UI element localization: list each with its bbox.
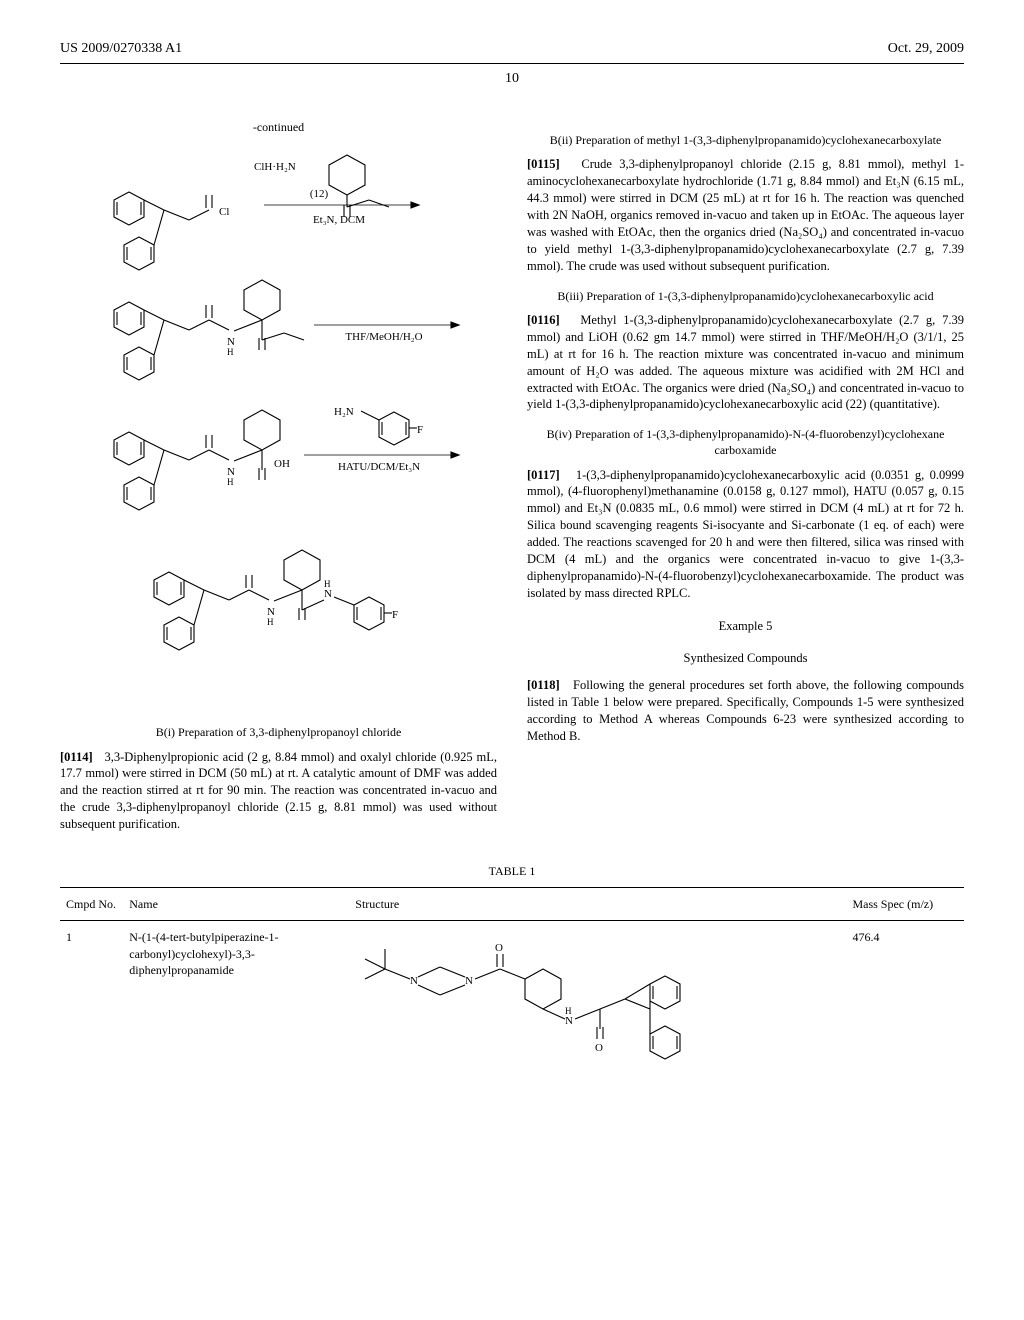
left-column: -continued Cl ClH·H₂N <box>60 119 497 843</box>
compound-1-structure: N N O N <box>355 929 775 1079</box>
para-0118: [0118] Following the general procedures … <box>527 677 964 745</box>
col-name: Name <box>123 888 349 921</box>
table-caption: TABLE 1 <box>60 863 964 879</box>
para-0116: [0116] Methyl 1-(3,3-diphenylpropanamido… <box>527 312 964 413</box>
svg-text:THF/MeOH/H₂O: THF/MeOH/H₂O <box>345 331 422 343</box>
section-biv-heading: B(iv) Preparation of 1-(3,3-diphenylprop… <box>527 427 964 458</box>
table-header-row: Cmpd No. Name Structure Mass Spec (m/z) <box>60 888 964 921</box>
svg-text:N: N <box>565 1015 573 1027</box>
section-bii-heading: B(ii) Preparation of methyl 1-(3,3-diphe… <box>527 133 964 149</box>
svg-text:Et₃N, DCM: Et₃N, DCM <box>312 214 364 226</box>
para-text: Following the general procedures set for… <box>527 678 964 743</box>
header-right: Oct. 29, 2009 <box>888 40 964 59</box>
para-text: 3,3-Diphenylpropionic acid (2 g, 8.84 mm… <box>60 750 497 832</box>
two-column-layout: -continued Cl ClH·H₂N <box>60 119 964 843</box>
reaction-scheme: Cl ClH·H₂N (12) Et₃N, DCM <box>60 145 497 705</box>
svg-text:(12): (12) <box>309 188 328 200</box>
table-row: 1 N-(1-(4-tert-butylpiperazine-1-carbony… <box>60 921 964 1092</box>
example5-subheading: Synthesized Compounds <box>527 650 964 667</box>
svg-text:H₂N: H₂N <box>334 406 354 418</box>
svg-text:O: O <box>495 942 503 954</box>
svg-text:F: F <box>392 609 398 621</box>
cell-structure: N N O N <box>349 921 846 1092</box>
cell-mass: 476.4 <box>846 921 964 1092</box>
para-num: [0118] <box>527 678 560 692</box>
para-0115: [0115] Crude 3,3-diphenylpropanoyl chlor… <box>527 156 964 274</box>
svg-text:H: H <box>227 477 234 487</box>
svg-text:HATU/DCM/Et₃N: HATU/DCM/Et₃N <box>337 461 419 473</box>
para-0114: [0114] 3,3-Diphenylpropionic acid (2 g, … <box>60 749 497 833</box>
svg-text:O: O <box>595 1042 603 1054</box>
para-text: 1-(3,3-diphenylpropanamido)cyclohexaneca… <box>527 468 964 600</box>
para-num: [0116] <box>527 313 560 327</box>
col-cmpd-no: Cmpd No. <box>60 888 123 921</box>
svg-text:H: H <box>324 579 331 589</box>
section-biii-heading: B(iii) Preparation of 1-(3,3-diphenylpro… <box>527 289 964 305</box>
scheme-svg: Cl ClH·H₂N (12) Et₃N, DCM <box>79 145 479 705</box>
page-number: 10 <box>60 70 964 89</box>
svg-text:Cl: Cl <box>219 206 229 218</box>
svg-text:H: H <box>227 347 234 357</box>
para-num: [0117] <box>527 468 560 482</box>
svg-text:N: N <box>410 975 418 987</box>
page-header: US 2009/0270338 A1 Oct. 29, 2009 <box>60 40 964 64</box>
right-column: B(ii) Preparation of methyl 1-(3,3-diphe… <box>527 119 964 843</box>
col-mass: Mass Spec (m/z) <box>846 888 964 921</box>
para-text: Crude 3,3-diphenylpropanoyl chloride (2.… <box>527 157 964 272</box>
compounds-table: Cmpd No. Name Structure Mass Spec (m/z) … <box>60 887 964 1091</box>
svg-text:N: N <box>465 975 473 987</box>
svg-text:ClH·H₂N: ClH·H₂N <box>254 161 296 173</box>
svg-text:N: N <box>324 588 332 600</box>
svg-text:H: H <box>267 617 274 627</box>
para-num: [0115] <box>527 157 560 171</box>
para-text: Methyl 1-(3,3-diphenylpropanamido)cycloh… <box>527 313 964 411</box>
cell-no: 1 <box>60 921 123 1092</box>
col-structure: Structure <box>349 888 846 921</box>
cell-name: N-(1-(4-tert-butylpiperazine-1-carbonyl)… <box>123 921 349 1092</box>
header-left: US 2009/0270338 A1 <box>60 40 182 59</box>
svg-text:OH: OH <box>274 458 290 470</box>
example5-heading: Example 5 <box>527 618 964 635</box>
continued-label: -continued <box>60 119 497 135</box>
para-0117: [0117] 1-(3,3-diphenylpropanamido)cycloh… <box>527 467 964 602</box>
svg-text:F: F <box>417 424 423 436</box>
para-num: [0114] <box>60 750 93 764</box>
svg-text:H: H <box>565 1006 572 1016</box>
section-bi-heading: B(i) Preparation of 3,3-diphenylpropanoy… <box>60 725 497 741</box>
